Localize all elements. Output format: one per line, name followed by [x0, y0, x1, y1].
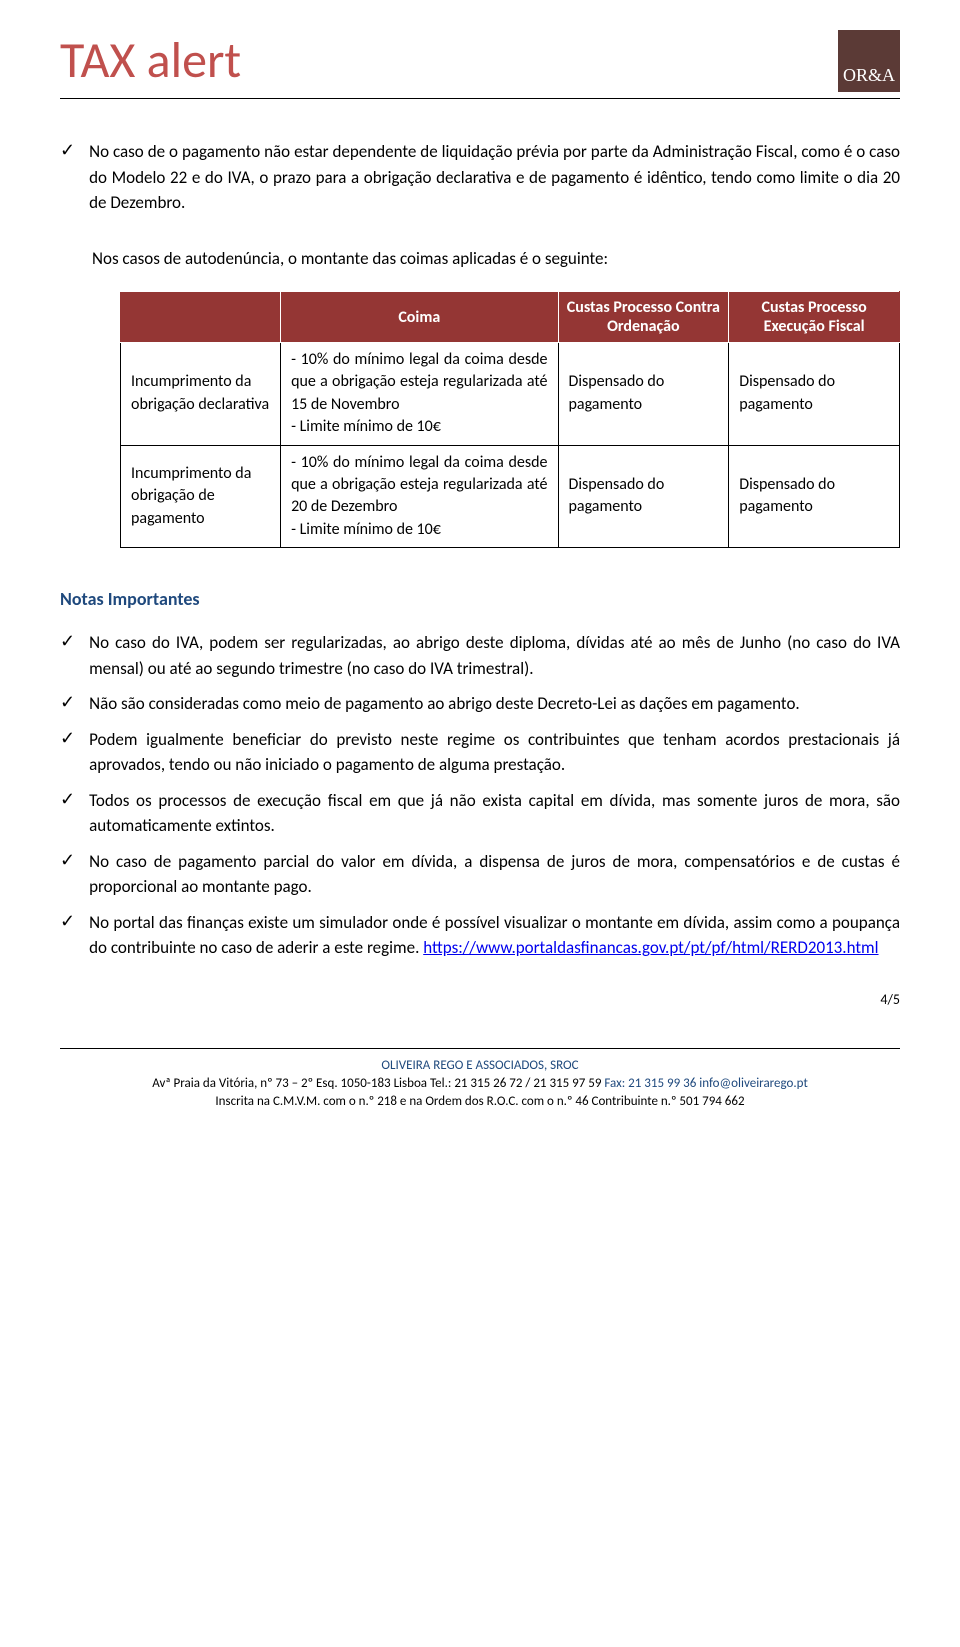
notes-list: No caso do IVA, podem ser regularizadas,…: [60, 630, 900, 961]
row-custas-co: Dispensado do pagamento: [558, 343, 729, 446]
table-row: Incumprimento da obrigação de pagamento …: [121, 445, 900, 548]
footer-fax: 21 315 99 36: [628, 1076, 696, 1091]
footer-company: OLIVEIRA REGO E ASSOCIADOS, SROC: [381, 1058, 578, 1073]
th-blank: [121, 292, 281, 343]
intro-text-2: Nos casos de autodenúncia, o montante da…: [92, 246, 900, 272]
footer-tel: 21 315 26 72 / 21 315 97 59: [454, 1076, 604, 1091]
list-item: Podem igualmente beneficiar do previsto …: [60, 727, 900, 778]
check-icon: [60, 788, 75, 839]
list-item: No portal das finanças existe um simulad…: [60, 910, 900, 961]
note-text: No caso de pagamento parcial do valor em…: [89, 849, 900, 900]
portal-link[interactable]: https://www.portaldasfinancas.gov.pt/pt/…: [423, 937, 878, 958]
row-coima: - 10% do mínimo legal da coima desde que…: [281, 343, 558, 446]
note-text-with-link: No portal das finanças existe um simulad…: [89, 910, 900, 961]
row-coima: - 10% do mínimo legal da coima desde que…: [281, 445, 558, 548]
check-icon: [60, 849, 75, 900]
row-custas-ef: Dispensado do pagamento: [729, 445, 900, 548]
footer-address: Avª Praia da Vitória, nº 73 – 2º Esq. 10…: [152, 1076, 451, 1091]
logo: OR&A: [838, 30, 900, 92]
note-text: Todos os processos de execução fiscal em…: [89, 788, 900, 839]
page-number: 4/5: [60, 991, 900, 1008]
intro-bullet: No caso de o pagamento não estar depende…: [60, 139, 900, 216]
row-label: Incumprimento da obrigação declarativa: [121, 343, 281, 446]
page-footer: OLIVEIRA REGO E ASSOCIADOS, SROC Avª Pra…: [60, 1048, 900, 1112]
check-icon: [60, 727, 75, 778]
note-text: No caso do IVA, podem ser regularizadas,…: [89, 630, 900, 681]
note-text: Não são consideradas como meio de pagame…: [89, 691, 800, 717]
check-icon: [60, 630, 75, 681]
footer-reg: Inscrita na C.M.V.M. com o n.º 218 e na …: [60, 1093, 900, 1111]
row-custas-co: Dispensado do pagamento: [558, 445, 729, 548]
footer-fax-label: Fax:: [604, 1076, 628, 1091]
table-row: Incumprimento da obrigação declarativa -…: [121, 343, 900, 446]
list-item: No caso do IVA, podem ser regularizadas,…: [60, 630, 900, 681]
check-icon: [60, 139, 75, 216]
footer-email: info@oliveirarego.pt: [699, 1076, 808, 1091]
logo-text: OR&A: [843, 65, 895, 86]
row-label: Incumprimento da obrigação de pagamento: [121, 445, 281, 548]
th-custas-co: Custas Processo Contra Ordenação: [558, 292, 729, 343]
check-icon: [60, 691, 75, 717]
list-item: Não são consideradas como meio de pagame…: [60, 691, 900, 717]
note-text: Podem igualmente beneficiar do previsto …: [89, 727, 900, 778]
coima-table: Coima Custas Processo Contra Ordenação C…: [120, 291, 900, 548]
check-icon: [60, 910, 75, 961]
notes-heading: Notas Importantes: [60, 588, 900, 610]
intro-text-1: No caso de o pagamento não estar depende…: [89, 139, 900, 216]
list-item: Todos os processos de execução fiscal em…: [60, 788, 900, 839]
list-item: No caso de pagamento parcial do valor em…: [60, 849, 900, 900]
th-coima: Coima: [281, 292, 558, 343]
page-header: TAX alert OR&A: [60, 30, 900, 99]
page-title: TAX alert: [60, 30, 241, 91]
row-custas-ef: Dispensado do pagamento: [729, 343, 900, 446]
th-custas-ef: Custas Processo Execução Fiscal: [729, 292, 900, 343]
